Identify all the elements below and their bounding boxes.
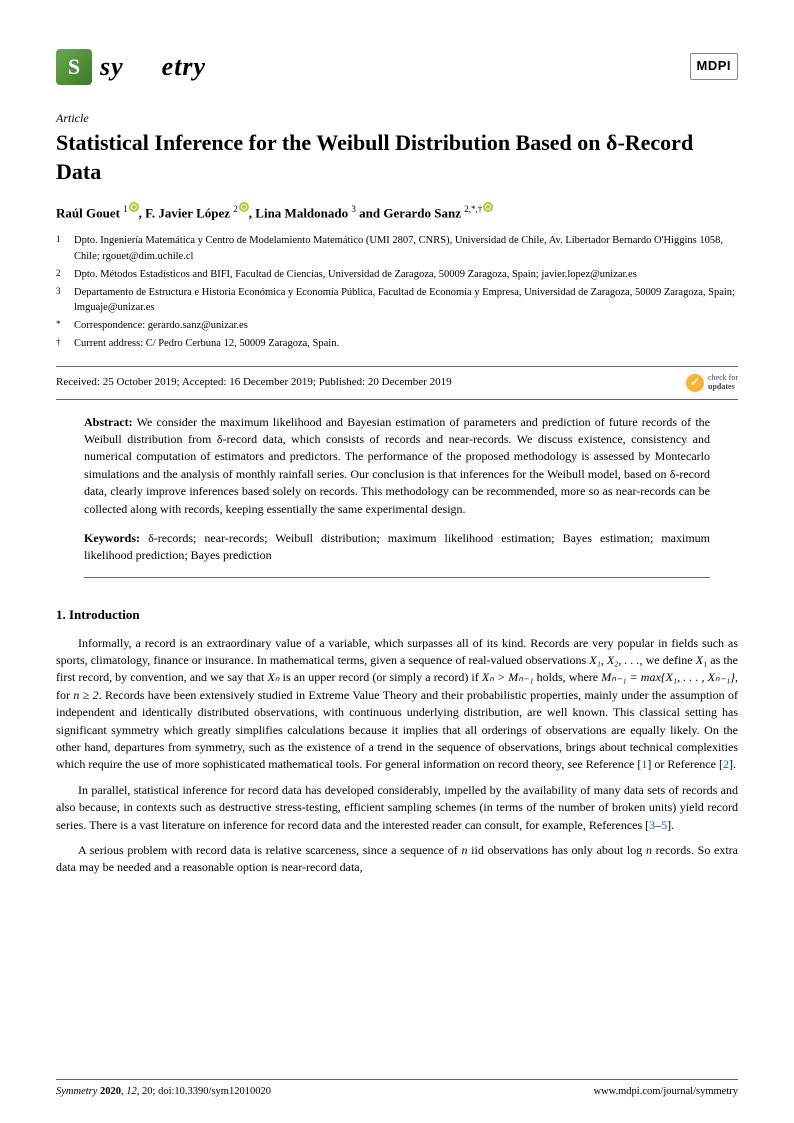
text: ]. [667,818,674,832]
text: In parallel, statistical inference for r… [56,783,738,832]
affil-num: 1 [56,233,74,265]
affiliation-list: 1Dpto. Ingeniería Matemática y Centro de… [56,233,738,351]
affiliation-row: *Correspondence: gerardo.sanz@unizar.es [56,318,738,334]
page-footer: Symmetry 2020, 12, 20; doi:10.3390/sym12… [56,1079,738,1099]
orcid-icon[interactable] [129,202,139,212]
text: , we define [640,653,696,667]
keywords-text: δ-records; near-records; Weibull distrib… [84,531,710,562]
article-title: Statistical Inference for the Weibull Di… [56,129,738,186]
affil-num: 3 [56,285,74,317]
author-1: Raúl Gouet [56,206,120,221]
math: Mₙ₋₁ = max{X₁, . . . , Xₙ₋₁} [601,670,735,684]
footer-url[interactable]: www.mdpi.com/journal/symmetry [593,1084,738,1099]
author-2: F. Javier López [145,206,230,221]
affil-text: Correspondence: gerardo.sanz@unizar.es [74,318,738,334]
author-4: Gerardo Sanz [383,206,461,221]
body-paragraph: Informally, a record is an extraordinary… [56,635,738,774]
text: iid observations has only about log [467,843,645,857]
author-1-affil: 1 [123,204,128,214]
check-mark-icon: ✓ [686,374,704,392]
affil-text: Departamento de Estructura e Historia Ec… [74,285,738,317]
affil-text: Dpto. Métodos Estadísticos and BIFI, Fac… [74,267,738,283]
author-4-affil: 2,*,† [464,204,482,214]
text: A serious problem with record data is re… [78,843,461,857]
check-updates-label: check forupdates [708,374,738,392]
affiliation-row: 3Departamento de Estructura e Historia E… [56,285,738,317]
publication-dates: Received: 25 October 2019; Accepted: 16 … [56,375,452,391]
affil-num: † [56,336,74,352]
footer-citation: Symmetry 2020, 12, 20; doi:10.3390/sym12… [56,1084,271,1099]
orcid-icon[interactable] [483,202,493,212]
journal-logo: S sy etry [56,48,206,86]
check-updates-button[interactable]: ✓ check forupdates [686,374,738,392]
math: X₁ [696,653,708,667]
math: n ≥ 2 [73,688,98,702]
article-type: Article [56,110,738,127]
text: ] or Reference [ [647,757,723,771]
publisher-logo: MDPI [690,53,739,80]
symmetry-s-icon: S [56,49,92,85]
page-header: S sy etry MDPI [56,48,738,86]
math: X₁, X₂, . . . [589,653,639,667]
affiliation-row: 2Dpto. Métodos Estadísticos and BIFI, Fa… [56,267,738,283]
text: is an upper record (or simply a record) … [280,670,482,684]
author-list: Raúl Gouet 1, F. Javier López 2, Lina Ma… [56,202,738,223]
text: . Records have been extensively studied … [56,688,738,772]
math: Xₙ > Mₙ₋₁ [482,670,534,684]
divider [84,577,710,578]
author-3-affil: 3 [351,204,356,214]
journal-name: sy etry [100,48,206,86]
abstract: Abstract: We consider the maximum likeli… [84,414,710,518]
affil-text: Dpto. Ingeniería Matemática y Centro de … [74,233,738,265]
affil-text: Current address: C/ Pedro Cerbuna 12, 50… [74,336,738,352]
text: holds, where [534,670,602,684]
dates-row: Received: 25 October 2019; Accepted: 16 … [56,366,738,400]
affiliation-row: 1Dpto. Ingeniería Matemática y Centro de… [56,233,738,265]
abstract-text: We consider the maximum likelihood and B… [84,415,710,516]
journal-name-left: sy [100,52,124,81]
journal-name-right: etry [162,52,206,81]
text: ]. [729,757,736,771]
affiliation-row: †Current address: C/ Pedro Cerbuna 12, 5… [56,336,738,352]
orcid-icon[interactable] [239,202,249,212]
affil-num: * [56,318,74,334]
body-paragraph: In parallel, statistical inference for r… [56,782,738,834]
keywords: Keywords: δ-records; near-records; Weibu… [84,530,710,565]
author-3: Lina Maldonado [255,206,348,221]
body-paragraph: A serious problem with record data is re… [56,842,738,877]
math: Xₙ [267,670,279,684]
author-2-affil: 2 [233,204,238,214]
section-heading-1: 1. Introduction [56,606,738,625]
abstract-label: Abstract: [84,415,133,429]
keywords-label: Keywords: [84,531,140,545]
affil-num: 2 [56,267,74,283]
